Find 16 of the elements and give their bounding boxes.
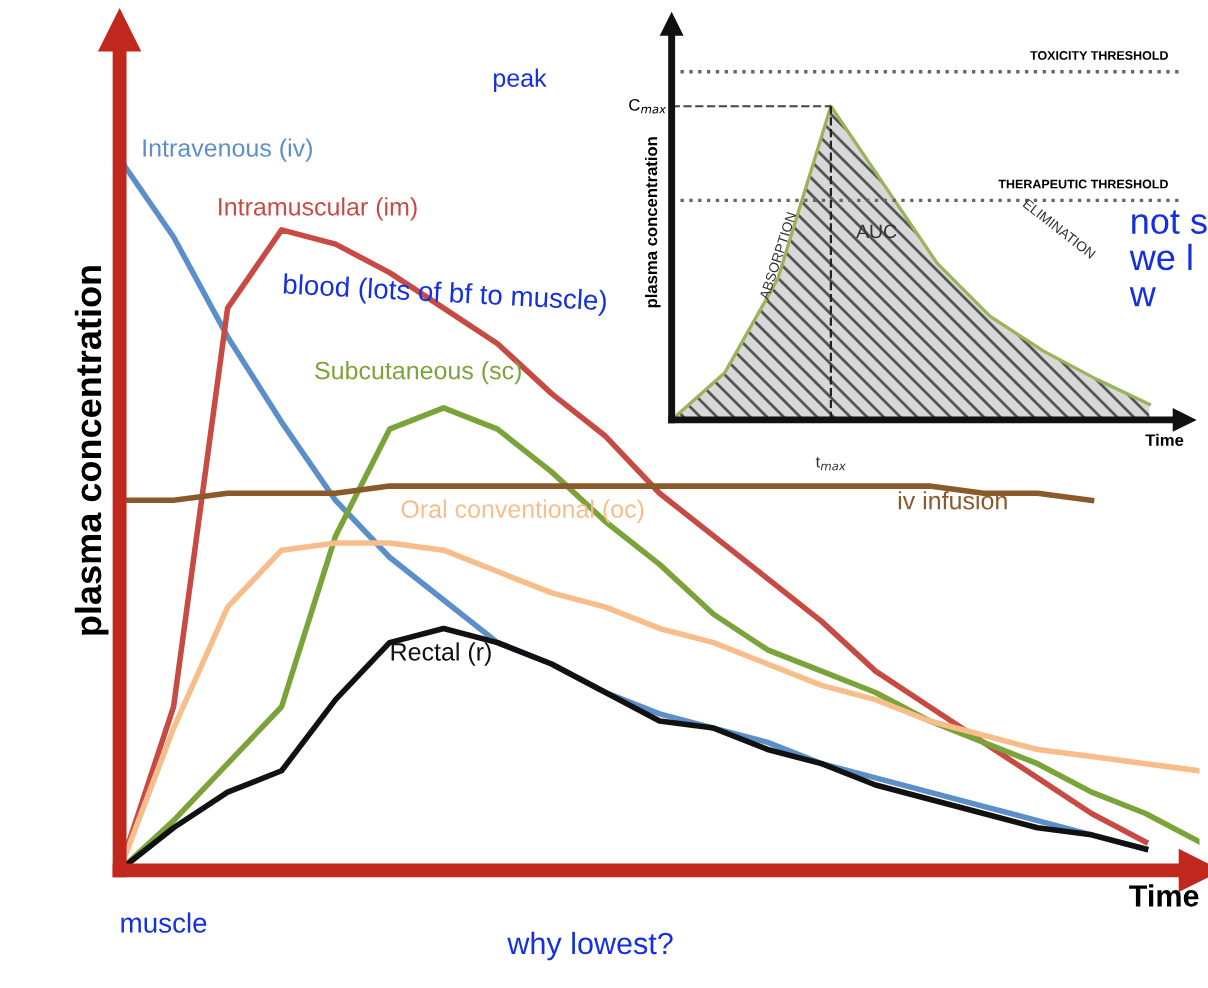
series-label: Intravenous (iv) <box>143 138 312 162</box>
x-axis-title: Time <box>1145 433 1184 447</box>
series-label: iv infusion <box>898 491 1007 510</box>
annotation: not s we l w <box>1129 210 1207 307</box>
x-axis-title: Time <box>1129 884 1199 907</box>
annotation: blood (lots of bf to muscle) <box>283 273 607 317</box>
text: why lowest? <box>507 931 673 961</box>
text: peak <box>493 68 547 92</box>
series-label: Rectal (r) <box>391 642 491 666</box>
y-axis-title: plasma concentration <box>645 137 661 308</box>
series-label: Intramuscular (im) <box>219 197 417 221</box>
series-label: Subcutaneous (sc) <box>315 361 521 385</box>
ref-line-label: C$_{max}$ <box>629 98 667 114</box>
annotation: t$_{max}$ <box>815 456 846 471</box>
text: muscle <box>121 912 207 933</box>
y-axis-title: plasma concentration <box>74 266 109 635</box>
